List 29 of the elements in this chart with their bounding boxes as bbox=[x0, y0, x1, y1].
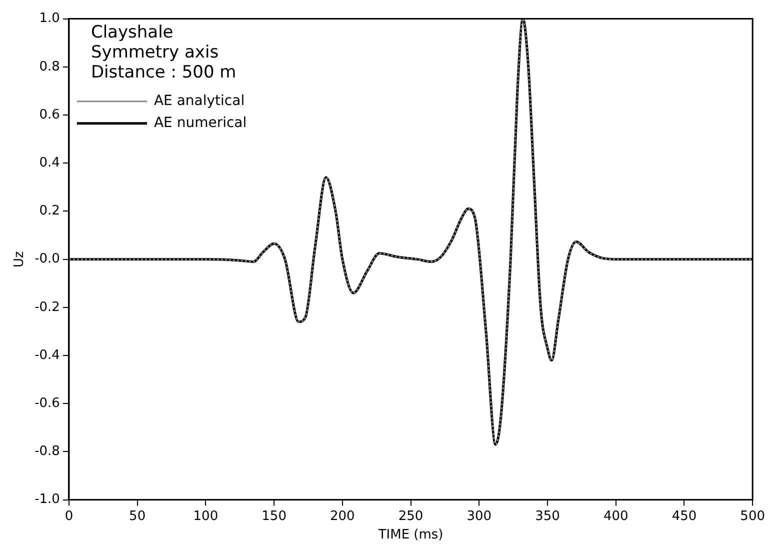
y-tick-label: -0.2 bbox=[34, 300, 60, 315]
x-tick-label: 200 bbox=[330, 508, 355, 524]
annotation: Distance : 500 m bbox=[90, 62, 236, 83]
y-tick-label: -0.6 bbox=[34, 396, 60, 411]
x-tick-label: 400 bbox=[603, 508, 628, 524]
legend-label: AE numerical bbox=[154, 115, 247, 132]
y-tick-label: 0.6 bbox=[39, 107, 60, 122]
y-tick-label: 0.4 bbox=[39, 155, 60, 170]
legend-label: AE analytical bbox=[154, 93, 245, 110]
y-tick-label: 0.2 bbox=[39, 204, 60, 219]
x-tick-label: 100 bbox=[193, 508, 218, 524]
annotation: Symmetry axis bbox=[90, 42, 219, 63]
y-tick-label: -0.0 bbox=[34, 252, 60, 267]
x-tick-label: 350 bbox=[535, 508, 560, 524]
x-axis-title: TIME (ms) bbox=[377, 528, 444, 543]
y-tick-label: 1.0 bbox=[39, 11, 60, 26]
x-tick-label: 250 bbox=[398, 508, 424, 524]
x-tick-label: 450 bbox=[672, 508, 697, 524]
y-axis-title: Uz bbox=[12, 250, 28, 268]
annotation: Clayshale bbox=[90, 22, 174, 43]
x-tick-label: 500 bbox=[740, 508, 766, 524]
y-tick-label: -0.4 bbox=[34, 348, 60, 363]
y-tick-label: -0.8 bbox=[34, 444, 60, 460]
x-tick-label: 150 bbox=[262, 508, 286, 524]
y-tick-label: 0.8 bbox=[39, 59, 60, 74]
x-tick-label: 0 bbox=[64, 508, 74, 524]
x-tick-label: 300 bbox=[466, 508, 492, 524]
x-tick-label: 50 bbox=[129, 508, 146, 524]
y-tick-label: -1.0 bbox=[34, 492, 60, 508]
